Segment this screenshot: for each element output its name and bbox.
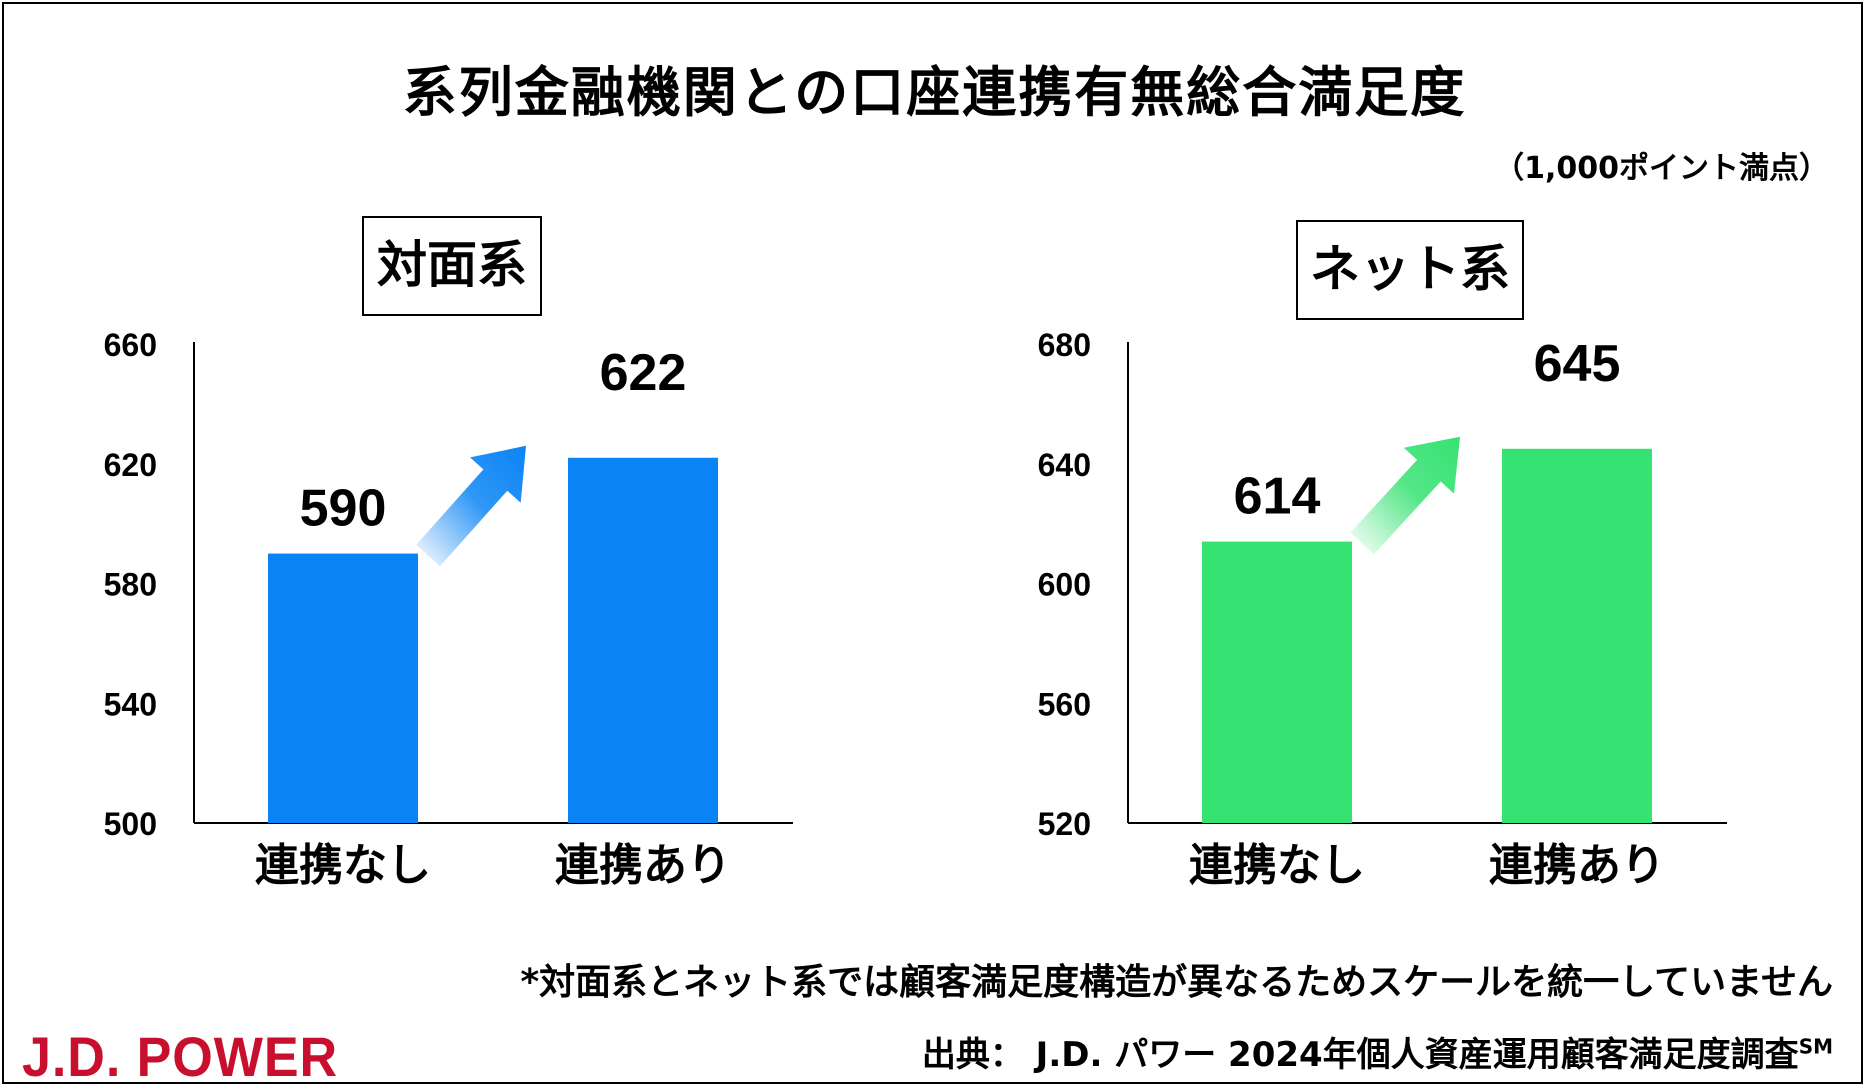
jd-power-logo: J.D. POWER bbox=[22, 1025, 339, 1088]
panel-title-face-to-face: 対面系 bbox=[362, 216, 542, 316]
up-right-arrow-icon bbox=[416, 445, 526, 567]
y-tick-label: 580 bbox=[104, 567, 157, 603]
category-label: 連携あり bbox=[555, 840, 731, 891]
source-note: 出典： J.D. パワー 2024年個人資産運用顧客満足度調査SM bbox=[922, 1027, 1833, 1076]
chart-title: 系列金融機関との口座連携有無総合満足度 bbox=[402, 61, 1467, 124]
unit-note: （1,000ポイント満点） bbox=[1494, 151, 1829, 186]
y-tick-label: 600 bbox=[1038, 567, 1091, 603]
y-tick-label: 520 bbox=[1038, 806, 1091, 842]
y-tick-label: 500 bbox=[104, 806, 157, 842]
y-tick-label: 540 bbox=[104, 686, 157, 722]
bar bbox=[568, 457, 718, 823]
y-tick-label: 620 bbox=[104, 447, 157, 483]
y-tick-label: 660 bbox=[104, 327, 157, 363]
bar bbox=[268, 553, 418, 823]
up-right-arrow-icon bbox=[1350, 436, 1460, 555]
bar bbox=[1502, 448, 1652, 823]
category-label: 連携なし bbox=[255, 840, 431, 891]
data-label: 614 bbox=[1234, 468, 1321, 526]
category-label: 連携あり bbox=[1489, 840, 1665, 891]
y-tick-label: 560 bbox=[1038, 686, 1091, 722]
y-tick-label: 680 bbox=[1038, 327, 1091, 363]
chart-online: 520 560 600 640 680 614 連携なし 645 連携あり bbox=[1038, 327, 1727, 891]
data-label: 590 bbox=[300, 480, 387, 538]
chart-face-to-face: 500 540 580 620 660 590 連携なし 622 連携あり bbox=[104, 327, 793, 891]
data-label: 622 bbox=[600, 344, 687, 402]
footnote: *対面系とネット系では顧客満足度構造が異なるためスケールを統一していません bbox=[520, 962, 1833, 1003]
data-label: 645 bbox=[1534, 335, 1621, 393]
service-mark: SM bbox=[1798, 1034, 1833, 1059]
bar bbox=[1202, 541, 1352, 823]
panel-title-online: ネット系 bbox=[1296, 220, 1524, 320]
source-text: 出典： J.D. パワー 2024年個人資産運用顧客満足度調査 bbox=[921, 1035, 1799, 1075]
y-tick-label: 640 bbox=[1038, 447, 1091, 483]
category-label: 連携なし bbox=[1189, 840, 1365, 891]
